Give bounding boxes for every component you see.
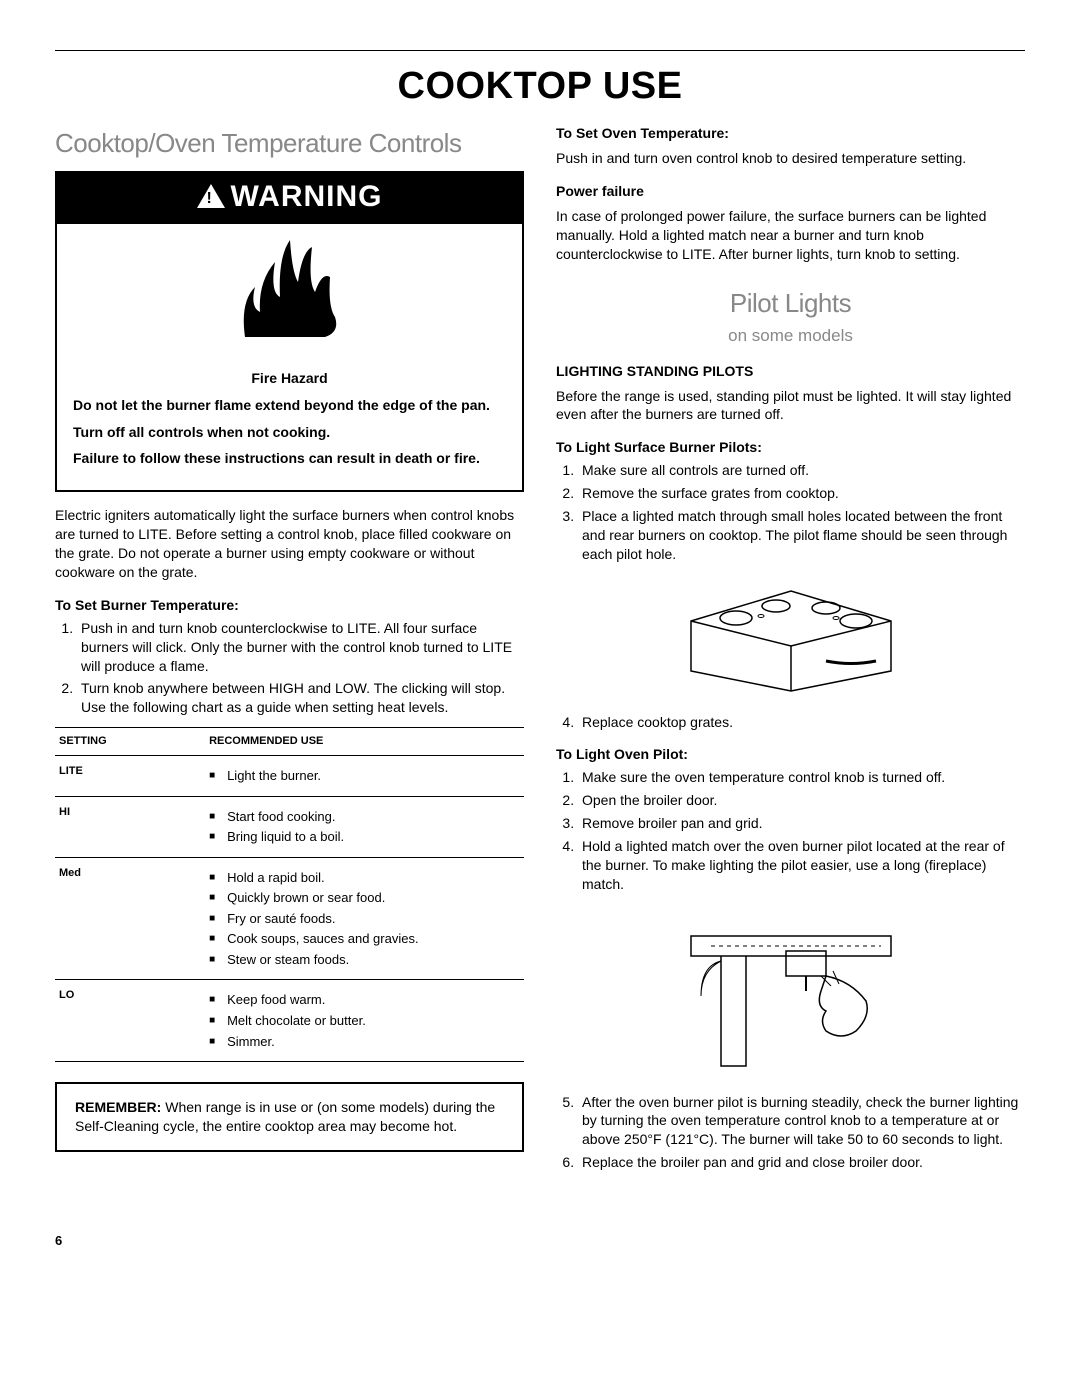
use-item: Simmer. bbox=[209, 1033, 520, 1051]
setting-uses: Keep food warm. Melt chocolate or butter.… bbox=[205, 980, 524, 1062]
setting-name: HI bbox=[55, 796, 205, 857]
warning-box: WARNING Fire Hazard Do not let the burne… bbox=[55, 171, 524, 492]
setting-uses: Hold a rapid boil. Quickly brown or sear … bbox=[205, 857, 524, 980]
use-item: Start food cooking. bbox=[209, 808, 520, 826]
use-item: Light the burner. bbox=[209, 767, 520, 785]
cooktop-illustration bbox=[556, 576, 1025, 701]
use-item: Keep food warm. bbox=[209, 991, 520, 1009]
oven-pilot-steps-list-cont: After the oven burner pilot is burning s… bbox=[556, 1093, 1025, 1173]
table-header-setting: SETTING bbox=[55, 728, 205, 756]
lighting-pilots-text: Before the range is used, standing pilot… bbox=[556, 387, 1025, 425]
table-row: LOKeep food warm. Melt chocolate or butte… bbox=[55, 980, 524, 1062]
setting-name: LITE bbox=[55, 756, 205, 797]
power-failure-text: In case of prolonged power failure, the … bbox=[556, 207, 1025, 264]
flame-illustration bbox=[57, 224, 522, 355]
table-row: MedHold a rapid boil. Quickly brown or se… bbox=[55, 857, 524, 980]
burner-temp-heading: To Set Burner Temperature: bbox=[55, 596, 524, 615]
remember-label: REMEMBER: bbox=[75, 1099, 161, 1115]
list-item: Make sure the oven temperature control k… bbox=[578, 768, 1025, 787]
oven-pilot-heading: To Light Oven Pilot: bbox=[556, 745, 1025, 764]
list-item: Remove the surface grates from cooktop. bbox=[578, 484, 1025, 503]
list-item: Replace the broiler pan and grid and clo… bbox=[578, 1153, 1025, 1172]
list-item: Push in and turn knob counterclockwise t… bbox=[77, 619, 524, 676]
warning-header: WARNING bbox=[57, 173, 522, 224]
page-number: 6 bbox=[55, 1232, 1025, 1250]
use-item: Bring liquid to a boil. bbox=[209, 828, 520, 846]
use-item: Melt chocolate or butter. bbox=[209, 1012, 520, 1030]
setting-name: Med bbox=[55, 857, 205, 980]
pilot-lights-subheading: on some models bbox=[556, 325, 1025, 348]
warning-body: Fire Hazard Do not let the burner flame … bbox=[57, 355, 522, 491]
table-row: LITELight the burner. bbox=[55, 756, 524, 797]
list-item: Make sure all controls are turned off. bbox=[578, 461, 1025, 480]
burner-steps-list: Push in and turn knob counterclockwise t… bbox=[55, 619, 524, 717]
list-item: Place a lighted match through small hole… bbox=[578, 507, 1025, 564]
setting-name: LO bbox=[55, 980, 205, 1062]
use-item: Stew or steam foods. bbox=[209, 951, 520, 969]
fire-hazard-label: Fire Hazard bbox=[73, 369, 506, 388]
use-item: Cook soups, sauces and gravies. bbox=[209, 930, 520, 948]
pilot-lights-heading: Pilot Lights bbox=[556, 286, 1025, 321]
list-item: After the oven burner pilot is burning s… bbox=[578, 1093, 1025, 1150]
intro-paragraph: Electric igniters automatically light th… bbox=[55, 506, 524, 582]
warning-label: WARNING bbox=[231, 177, 383, 218]
oven-pilot-icon bbox=[671, 906, 911, 1076]
surface-steps-list: Make sure all controls are turned off. Re… bbox=[556, 461, 1025, 563]
lighting-pilots-heading: LIGHTING STANDING PILOTS bbox=[556, 362, 1025, 381]
surface-steps-list-cont: Replace cooktop grates. bbox=[556, 713, 1025, 732]
oven-pilot-steps-list: Make sure the oven temperature control k… bbox=[556, 768, 1025, 893]
two-column-layout: Cooktop/Oven Temperature Controls WARNIN… bbox=[55, 120, 1025, 1182]
list-item: Remove broiler pan and grid. bbox=[578, 814, 1025, 833]
remember-box: REMEMBER: When range is in use or (on so… bbox=[55, 1082, 524, 1152]
table-row: HIStart food cooking. Bring liquid to a b… bbox=[55, 796, 524, 857]
list-item: Replace cooktop grates. bbox=[578, 713, 1025, 732]
oven-temp-heading: To Set Oven Temperature: bbox=[556, 124, 1025, 143]
use-item: Fry or sauté foods. bbox=[209, 910, 520, 928]
oven-pilot-illustration bbox=[556, 906, 1025, 1081]
warning-text-3: Failure to follow these instructions can… bbox=[73, 449, 506, 468]
table-header-use: RECOMMENDED USE bbox=[205, 728, 524, 756]
setting-uses: Light the burner. bbox=[205, 756, 524, 797]
page-title: COOKTOP USE bbox=[55, 50, 1025, 112]
use-item: Hold a rapid boil. bbox=[209, 869, 520, 887]
cooktop-icon bbox=[676, 576, 906, 696]
list-item: Open the broiler door. bbox=[578, 791, 1025, 810]
flame-icon bbox=[230, 232, 350, 342]
setting-uses: Start food cooking. Bring liquid to a boi… bbox=[205, 796, 524, 857]
power-failure-heading: Power failure bbox=[556, 182, 1025, 201]
warning-text-1: Do not let the burner flame extend beyon… bbox=[73, 396, 506, 415]
right-column: To Set Oven Temperature: Push in and tur… bbox=[556, 120, 1025, 1182]
use-item: Quickly brown or sear food. bbox=[209, 889, 520, 907]
cooktop-controls-heading: Cooktop/Oven Temperature Controls bbox=[55, 126, 524, 161]
list-item: Turn knob anywhere between HIGH and LOW.… bbox=[77, 679, 524, 717]
warning-triangle-icon bbox=[197, 184, 225, 208]
list-item: Hold a lighted match over the oven burne… bbox=[578, 837, 1025, 894]
settings-table: SETTING RECOMMENDED USE LITELight the bu… bbox=[55, 727, 524, 1062]
left-column: Cooktop/Oven Temperature Controls WARNIN… bbox=[55, 120, 524, 1182]
surface-pilots-heading: To Light Surface Burner Pilots: bbox=[556, 438, 1025, 457]
oven-temp-text: Push in and turn oven control knob to de… bbox=[556, 149, 1025, 168]
warning-text-2: Turn off all controls when not cooking. bbox=[73, 423, 506, 442]
